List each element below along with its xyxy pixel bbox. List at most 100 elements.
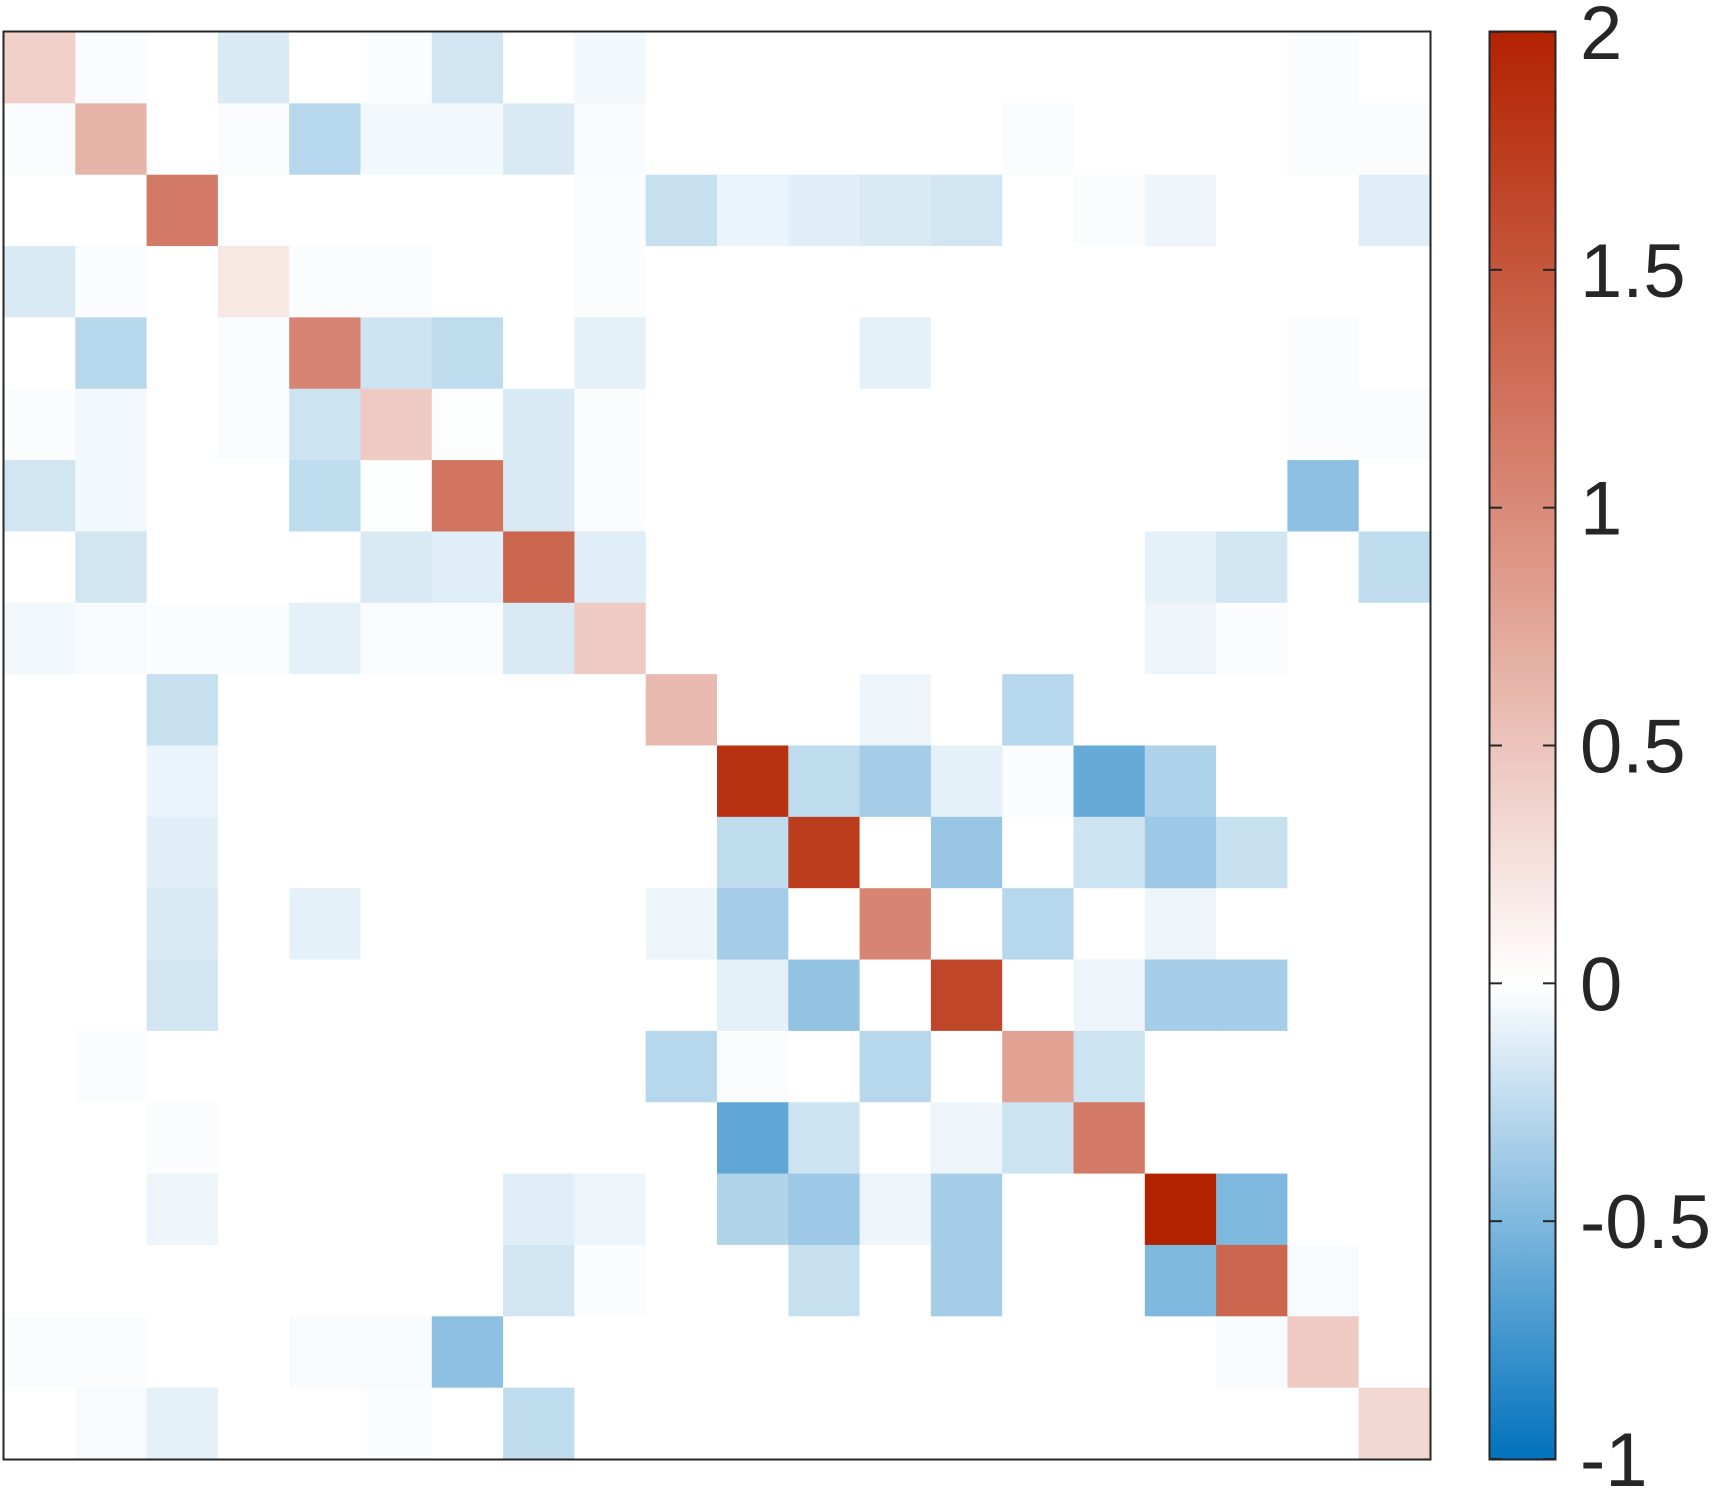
colorbar-tick-labels: 2 1.5 1 0.5 0 -0.5 -1 xyxy=(1580,0,1711,1491)
heatmap-cell xyxy=(1358,317,1431,390)
heatmap-cell xyxy=(1358,103,1431,176)
heatmap-cell xyxy=(645,674,718,747)
heatmap-cell xyxy=(360,103,433,176)
heatmap-cell xyxy=(930,674,1003,747)
heatmap-cell xyxy=(146,959,219,1032)
heatmap-cell xyxy=(360,816,433,889)
heatmap-cell xyxy=(217,1173,290,1246)
heatmap-cell xyxy=(217,174,290,247)
heatmap-cell xyxy=(1002,1244,1075,1317)
heatmap-cell xyxy=(645,388,718,461)
heatmap-cell xyxy=(1002,674,1075,747)
heatmap-cell xyxy=(503,317,575,390)
heatmap-cell xyxy=(859,246,932,318)
heatmap-cell xyxy=(503,1316,575,1389)
heatmap-cell xyxy=(717,531,789,604)
heatmap-cell xyxy=(75,32,148,104)
heatmap-cell xyxy=(4,1173,76,1246)
heatmap-cell xyxy=(75,888,148,961)
heatmap-cell xyxy=(717,745,789,818)
heatmap-cell xyxy=(289,1316,362,1389)
heatmap-cell xyxy=(75,1316,148,1389)
heatmap-cell xyxy=(1144,816,1217,889)
heatmap-cell xyxy=(930,1173,1003,1246)
heatmap-cell xyxy=(217,32,290,104)
heatmap-cell xyxy=(431,1030,504,1103)
heatmap-cell xyxy=(146,32,219,104)
heatmap-cell xyxy=(574,1102,647,1175)
heatmap-cell xyxy=(146,888,219,961)
heatmap-cell xyxy=(574,1316,647,1389)
heatmap-cell xyxy=(146,531,219,604)
heatmap-cell xyxy=(859,388,932,461)
heatmap-cell xyxy=(289,1102,362,1175)
heatmap-cell xyxy=(289,888,362,961)
heatmap-cell xyxy=(859,674,932,747)
heatmap-cell xyxy=(75,174,148,247)
heatmap-cell xyxy=(289,1244,362,1317)
heatmap-cell xyxy=(1287,317,1360,390)
heatmap-cell xyxy=(1144,1244,1217,1317)
heatmap-cell xyxy=(503,388,575,461)
heatmap-cell xyxy=(1358,959,1431,1032)
heatmap-cell xyxy=(788,816,861,889)
heatmap-cell xyxy=(4,1030,76,1103)
heatmap-cell xyxy=(788,460,861,533)
heatmap-cell xyxy=(503,1030,575,1103)
heatmap-cell xyxy=(788,317,861,390)
heatmap-cell xyxy=(1358,674,1431,747)
heatmap-cell xyxy=(217,959,290,1032)
heatmap-cell xyxy=(1144,1173,1217,1246)
heatmap-cell xyxy=(1073,388,1146,461)
heatmap-cell xyxy=(1216,388,1288,461)
heatmap-cell xyxy=(1287,745,1360,818)
heatmap-cell xyxy=(717,888,789,961)
heatmap-cell xyxy=(360,745,433,818)
heatmap-cell xyxy=(574,317,647,390)
heatmap-cell xyxy=(431,317,504,390)
heatmap-cell xyxy=(1144,602,1217,675)
heatmap-cell xyxy=(1287,246,1360,318)
heatmap-cell xyxy=(503,460,575,533)
heatmap-cell xyxy=(1216,32,1288,104)
heatmap-cell xyxy=(1144,460,1217,533)
heatmap-cell xyxy=(1358,816,1431,889)
heatmap-cell xyxy=(1073,816,1146,889)
heatmap-cell xyxy=(1002,1387,1075,1460)
heatmap-cell xyxy=(1002,959,1075,1032)
heatmap-cell xyxy=(1002,317,1075,390)
heatmap-cell xyxy=(717,1030,789,1103)
heatmap-cell xyxy=(645,888,718,961)
heatmap-cell xyxy=(75,1030,148,1103)
heatmap-cell xyxy=(217,1387,290,1460)
heatmap-cell xyxy=(1216,602,1288,675)
heatmap-cell xyxy=(146,317,219,390)
heatmap-cell xyxy=(717,602,789,675)
heatmap-cell xyxy=(503,32,575,104)
heatmap-cell xyxy=(4,1102,76,1175)
heatmap-cell xyxy=(431,460,504,533)
colorbar-tick-label: 1.5 xyxy=(1580,229,1686,314)
heatmap-cell xyxy=(146,1030,219,1103)
heatmap-cell xyxy=(1287,888,1360,961)
heatmap-cell xyxy=(1144,1102,1217,1175)
heatmap-cell xyxy=(788,959,861,1032)
heatmap-cell xyxy=(574,602,647,675)
plot-frame xyxy=(2,30,1432,1461)
heatmap-cell xyxy=(4,1387,76,1460)
heatmap-cell xyxy=(75,959,148,1032)
heatmap-cell xyxy=(1073,1030,1146,1103)
heatmap-cell xyxy=(645,1102,718,1175)
heatmap-cell xyxy=(4,388,76,461)
heatmap-cell xyxy=(574,816,647,889)
heatmap-cell xyxy=(1358,174,1431,247)
heatmap-cell xyxy=(1287,959,1360,1032)
heatmap-cell xyxy=(146,745,219,818)
heatmap-cell xyxy=(859,1387,932,1460)
heatmap-cell xyxy=(289,531,362,604)
heatmap-cell xyxy=(289,816,362,889)
heatmap-cell xyxy=(4,674,76,747)
heatmap-cell xyxy=(930,32,1003,104)
heatmap-cell xyxy=(146,602,219,675)
colorbar-ticks xyxy=(1490,31,1555,1460)
